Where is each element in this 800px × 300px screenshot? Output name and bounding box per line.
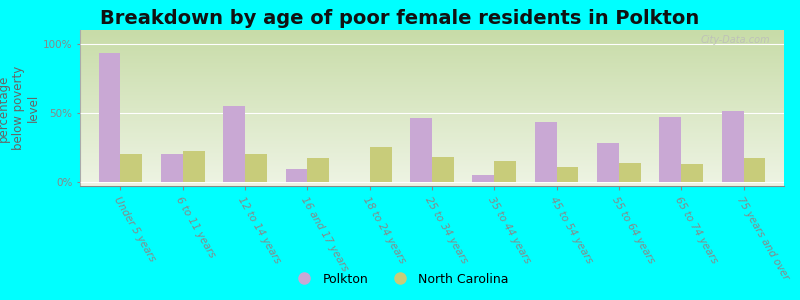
Bar xyxy=(722,112,743,182)
Bar xyxy=(307,158,330,182)
Bar xyxy=(182,152,205,182)
Bar xyxy=(286,169,307,182)
Bar xyxy=(121,154,142,182)
Bar xyxy=(557,167,578,182)
Bar xyxy=(161,154,182,182)
Bar xyxy=(494,161,516,182)
Bar xyxy=(98,53,121,182)
Bar xyxy=(597,143,619,182)
Bar xyxy=(619,163,641,182)
Legend: Polkton, North Carolina: Polkton, North Carolina xyxy=(286,268,514,291)
Bar xyxy=(432,157,454,182)
Text: Breakdown by age of poor female residents in Polkton: Breakdown by age of poor female resident… xyxy=(100,9,700,28)
Bar xyxy=(473,175,494,182)
Bar xyxy=(245,154,267,182)
Bar xyxy=(682,164,703,182)
Bar xyxy=(410,118,432,182)
Bar xyxy=(534,122,557,182)
Bar xyxy=(370,147,391,182)
Bar xyxy=(223,106,245,182)
Y-axis label: percentage
below poverty
level: percentage below poverty level xyxy=(0,66,40,150)
Bar xyxy=(743,158,766,182)
Text: City-Data.com: City-Data.com xyxy=(700,35,770,45)
Bar xyxy=(659,117,682,182)
